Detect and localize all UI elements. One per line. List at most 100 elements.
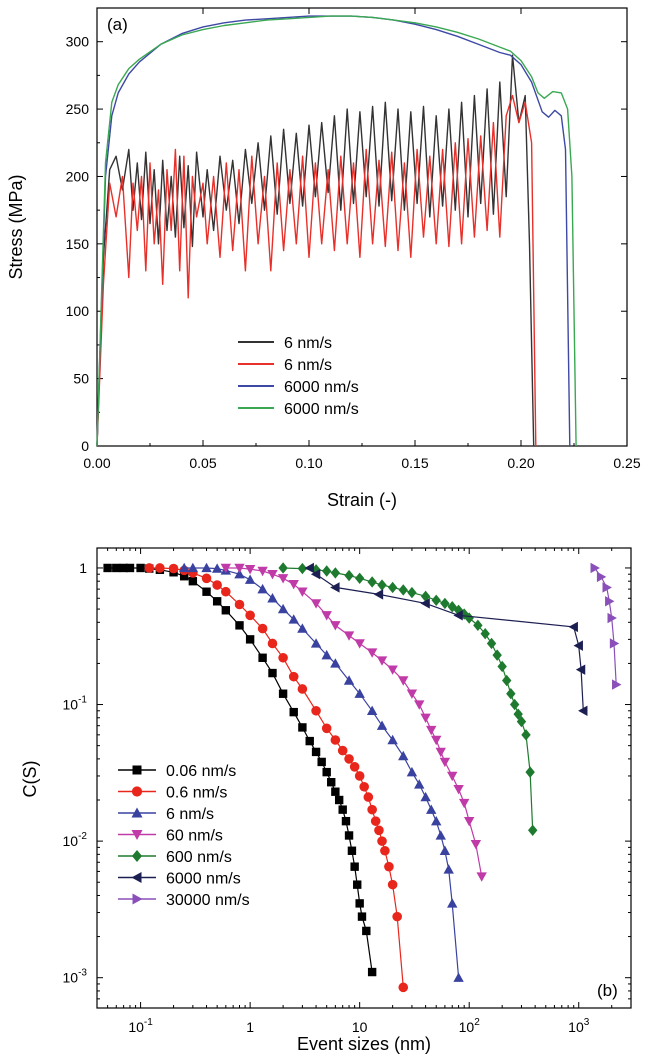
data-point [398,750,409,761]
data-point [155,563,165,573]
data-point [506,688,516,700]
data-point [470,839,482,850]
data-point [376,720,388,730]
data-point [330,621,341,631]
data-point [573,640,583,651]
data-point [245,635,255,644]
data-point [366,648,378,658]
y-tick-label: 150 [66,236,90,252]
data-point [212,597,222,606]
data-point [311,564,321,576]
data-point [188,576,198,586]
data-point [354,572,365,585]
data-point [362,926,371,936]
data-point [363,792,374,802]
data-point [528,824,538,837]
legend-label: 600 nm/s [166,849,232,866]
data-point [387,665,398,675]
data-point [473,619,483,632]
data-point [257,566,268,577]
data-point [244,574,256,584]
data-point [267,638,278,649]
data-point [359,781,369,792]
data-point [431,594,441,606]
x-tick-label: 10 [352,1019,368,1035]
data-point [257,583,268,594]
series-line-3 [225,567,483,877]
data-point [321,649,332,660]
data-point [244,564,256,575]
legend-label: 6000 nm/s [284,401,359,418]
data-point [221,586,231,597]
data-point [575,664,586,675]
data-point [331,787,340,796]
data-point [202,587,211,596]
data-point [289,707,298,717]
data-point [330,658,341,668]
data-point [257,623,268,634]
data-point [330,567,341,579]
data-point [144,563,155,573]
data-point [317,757,326,767]
data-point [258,653,267,662]
data-point [234,569,245,579]
data-point [367,576,377,588]
data-point [612,679,622,690]
data-point [453,610,463,621]
data-point [178,562,190,573]
data-point [278,562,288,574]
x-axis-label: Strain (-) [327,490,397,510]
x-tick-label: 0.00 [83,455,110,471]
data-point [298,723,307,732]
data-point [277,574,289,584]
data-point [321,611,332,621]
data-point [330,582,340,593]
data-point [349,762,360,772]
data-point [447,601,457,613]
data-point [568,621,578,633]
data-point [439,845,451,855]
y-tick-label: 200 [66,168,90,184]
data-point [605,596,615,607]
data-point [435,747,446,758]
data-point [420,791,431,802]
panel-label-a: (a) [107,15,128,34]
x-axis-label: Event sizes (nm) [297,1034,431,1054]
y-tick-label: 1 [79,560,87,576]
legend-label: 6000 nm/s [284,379,359,396]
x-tick-label: 10-1 [128,1017,153,1035]
data-point [337,745,348,756]
data-point [453,972,464,982]
data-point [387,581,398,594]
data-point [443,864,454,874]
data-point [187,562,199,573]
data-point [480,628,490,640]
data-point [426,725,437,736]
event-size-panel: 10-1 1 10 102 103 10-3 10-2 10-1 1 (b) Event siz… [20,547,632,1054]
data-point [453,604,464,616]
data-point [440,597,450,610]
data-point [278,689,288,698]
legend-label: 30000 nm/s [166,892,250,909]
data-point [330,735,341,745]
data-point [525,766,535,778]
data-point [344,831,354,840]
legend: 0.06 nm/s 0.6 nm/s 6 nm/s 60 nm/s 600 nm/s 60… [118,763,250,909]
data-point [376,656,388,666]
data-point [414,700,425,710]
data-point [370,816,381,826]
data-point [220,563,232,574]
legend-label: 6 nm/s [284,357,332,374]
x-tick-label: 0.15 [401,455,428,471]
data-point [435,830,446,840]
data-point [426,804,437,814]
data-point [398,676,409,686]
y-tick-label: 0 [81,438,89,454]
data-point [347,846,357,855]
data-point [387,734,398,745]
x-tick-label: 102 [459,1017,481,1035]
data-point [297,562,308,575]
series-line-5 [309,567,584,711]
plot-frame [96,547,632,1009]
data-point [367,804,377,815]
